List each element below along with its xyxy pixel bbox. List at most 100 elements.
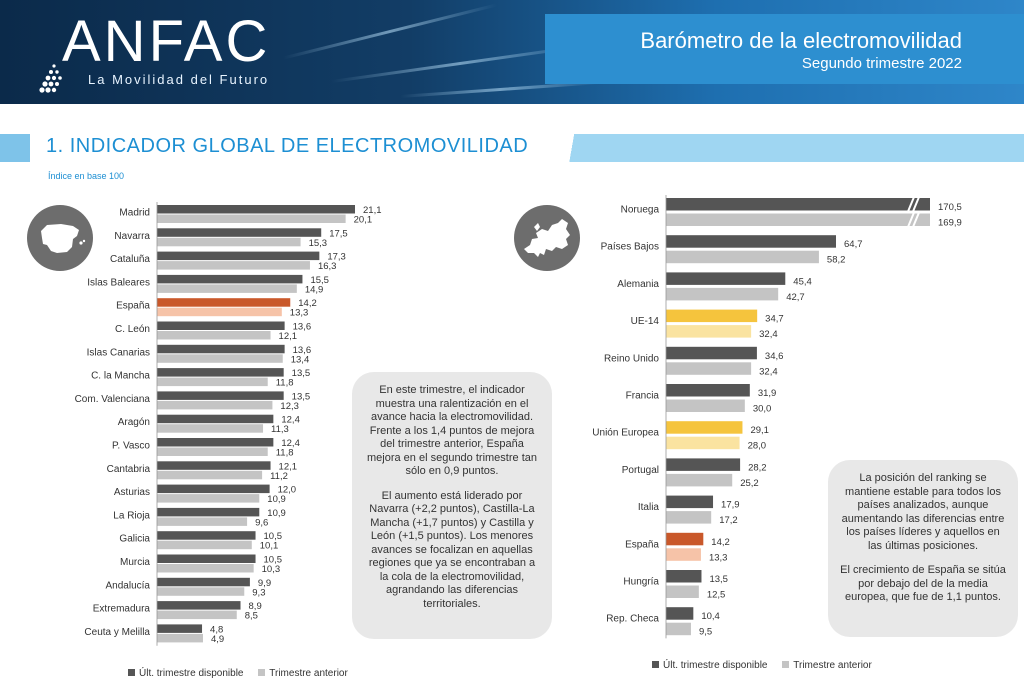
- category-label-rep-checa: Rep. Checa: [606, 614, 659, 625]
- bar-current-portugal: [666, 458, 741, 471]
- bar-current-c-leon: [157, 321, 285, 330]
- category-label-la-rioja: La Rioja: [113, 510, 150, 521]
- value-label-current-extremadura: 8,9: [249, 601, 262, 612]
- title-banner: [545, 14, 1024, 84]
- category-label-italia: Italia: [638, 502, 660, 513]
- legend-left: Últ. trimestre disponible Trimestre ante…: [128, 668, 348, 679]
- value-label-previous-reino-unido: 32,4: [759, 366, 778, 377]
- category-label-ue-14: UE-14: [631, 316, 660, 327]
- bar-previous-ceuta-y-melilla: [157, 633, 203, 643]
- bar-current-islas-canarias: [157, 344, 285, 354]
- bar-current-aragon: [157, 414, 274, 424]
- note-right: La posición del ranking se mantiene esta…: [828, 460, 1018, 637]
- bar-previous-hungria: [666, 585, 699, 598]
- bar-current-reino-unido: [666, 346, 757, 360]
- category-label-hungria: Hungría: [623, 577, 659, 588]
- bar-previous-rep-checa: [666, 622, 691, 636]
- bar-current-extremadura: [157, 601, 241, 610]
- value-label-current-p-vasco: 12,4: [281, 438, 300, 449]
- legend-current-label: Últ. trimestre disponible: [663, 660, 768, 671]
- value-label-current-islas-canarias: 13,6: [293, 345, 312, 356]
- value-label-current-madrid: 21,1: [363, 205, 382, 216]
- value-label-current-c-leon: 13,6: [293, 322, 312, 333]
- bar-current-ue-14: [666, 309, 758, 323]
- logo-tagline: La Movilidad del Futuro: [88, 72, 270, 87]
- category-label-cantabria: Cantabria: [107, 464, 151, 475]
- value-label-current-noruega: 170,5: [938, 202, 962, 213]
- bar-current-cataluna: [157, 251, 320, 261]
- note-right-paragraph: La posición del ranking se mantiene esta…: [841, 472, 1005, 552]
- category-label-c-leon: C. León: [115, 324, 150, 335]
- bar-previous-reino-unido: [666, 362, 752, 375]
- category-label-noruega: Noruega: [621, 205, 660, 216]
- value-label-previous-alemania: 42,7: [786, 292, 805, 303]
- category-label-islas-canarias: Islas Canarias: [87, 347, 150, 358]
- value-label-previous-espana: 13,3: [709, 552, 728, 563]
- europe-map-icon: [514, 205, 580, 271]
- index-note: Índice en base 100: [48, 171, 125, 181]
- legend-previous-swatch: [782, 661, 790, 668]
- page-title: Barómetro de la electromovilidad: [640, 28, 962, 53]
- value-label-current-cataluna: 17,3: [327, 252, 346, 263]
- value-label-previous-union-europea: 28,0: [748, 441, 767, 452]
- value-label-previous-francia: 30,0: [753, 404, 772, 415]
- bar-current-union-europea: [666, 421, 743, 434]
- category-label-madrid: Madrid: [119, 208, 150, 219]
- bar-previous-noruega: [666, 213, 930, 226]
- value-label-current-hungria: 13,5: [709, 574, 728, 585]
- category-label-c-la-mancha: C. la Mancha: [91, 371, 150, 382]
- header-banner: ANFAC La Movilidad del Futuro Barómetro …: [0, 0, 1024, 104]
- category-label-extremadura: Extremadura: [93, 604, 151, 615]
- value-label-previous-andalucia: 9,3: [252, 587, 265, 598]
- value-label-current-ceuta-y-melilla: 4,8: [210, 624, 223, 635]
- category-label-murcia: Murcia: [120, 557, 150, 568]
- bar-current-madrid: [157, 205, 355, 214]
- bar-current-espana: [157, 298, 291, 307]
- category-label-portugal: Portugal: [622, 465, 659, 476]
- category-label-aragon: Aragón: [118, 417, 150, 428]
- category-label-ceuta-y-melilla: Ceuta y Melilla: [84, 627, 150, 638]
- value-label-previous-aragon: 11,3: [271, 424, 289, 435]
- section-accent-right: [560, 134, 1024, 162]
- value-label-previous-rep-checa: 9,5: [699, 627, 712, 638]
- category-label-alemania: Alemania: [617, 279, 659, 290]
- value-label-current-navarra: 17,5: [329, 228, 348, 239]
- bar-previous-islas-baleares: [157, 284, 297, 293]
- bar-previous-c-la-mancha: [157, 377, 268, 387]
- value-label-current-union-europea: 29,1: [750, 425, 769, 436]
- bar-current-murcia: [157, 554, 256, 563]
- value-label-previous-islas-baleares: 14,9: [305, 284, 324, 295]
- category-label-paises-bajos: Países Bajos: [601, 242, 659, 253]
- bar-current-rep-checa: [666, 607, 694, 620]
- bar-current-p-vasco: [157, 438, 274, 447]
- value-label-current-andalucia: 9,9: [258, 578, 271, 589]
- bar-current-andalucia: [157, 577, 250, 587]
- value-label-previous-paises-bajos: 58,2: [827, 255, 846, 266]
- bar-previous-alemania: [666, 287, 779, 301]
- value-label-previous-la-rioja: 9,6: [255, 517, 268, 528]
- bar-previous-francia: [666, 399, 745, 412]
- bar-previous-aragon: [157, 424, 264, 433]
- bar-previous-murcia: [157, 564, 254, 573]
- bar-previous-asturias: [157, 494, 260, 503]
- bar-previous-andalucia: [157, 587, 245, 596]
- bar-current-hungria: [666, 570, 702, 583]
- value-label-previous-italia: 17,2: [719, 515, 738, 526]
- bar-previous-espana: [666, 548, 701, 561]
- bar-current-c-la-mancha: [157, 368, 284, 377]
- value-label-previous-cataluna: 16,3: [318, 261, 337, 272]
- bar-previous-galicia: [157, 540, 252, 550]
- bar-previous-espana: [157, 307, 282, 317]
- bar-current-navarra: [157, 228, 322, 237]
- bar-current-paises-bajos: [666, 235, 836, 248]
- value-label-current-rep-checa: 10,4: [701, 611, 720, 622]
- bar-previous-union-europea: [666, 436, 740, 450]
- category-label-espana: España: [625, 539, 659, 550]
- legend-previous-label: Trimestre anterior: [269, 668, 348, 679]
- bar-previous-paises-bajos: [666, 250, 819, 264]
- category-label-asturias: Asturias: [114, 487, 150, 498]
- value-label-current-espana: 14,2: [298, 298, 317, 309]
- page-subtitle: Segundo trimestre 2022: [801, 55, 962, 72]
- value-label-previous-noruega: 169,9: [938, 218, 962, 229]
- legend-previous-label: Trimestre anterior: [793, 660, 872, 671]
